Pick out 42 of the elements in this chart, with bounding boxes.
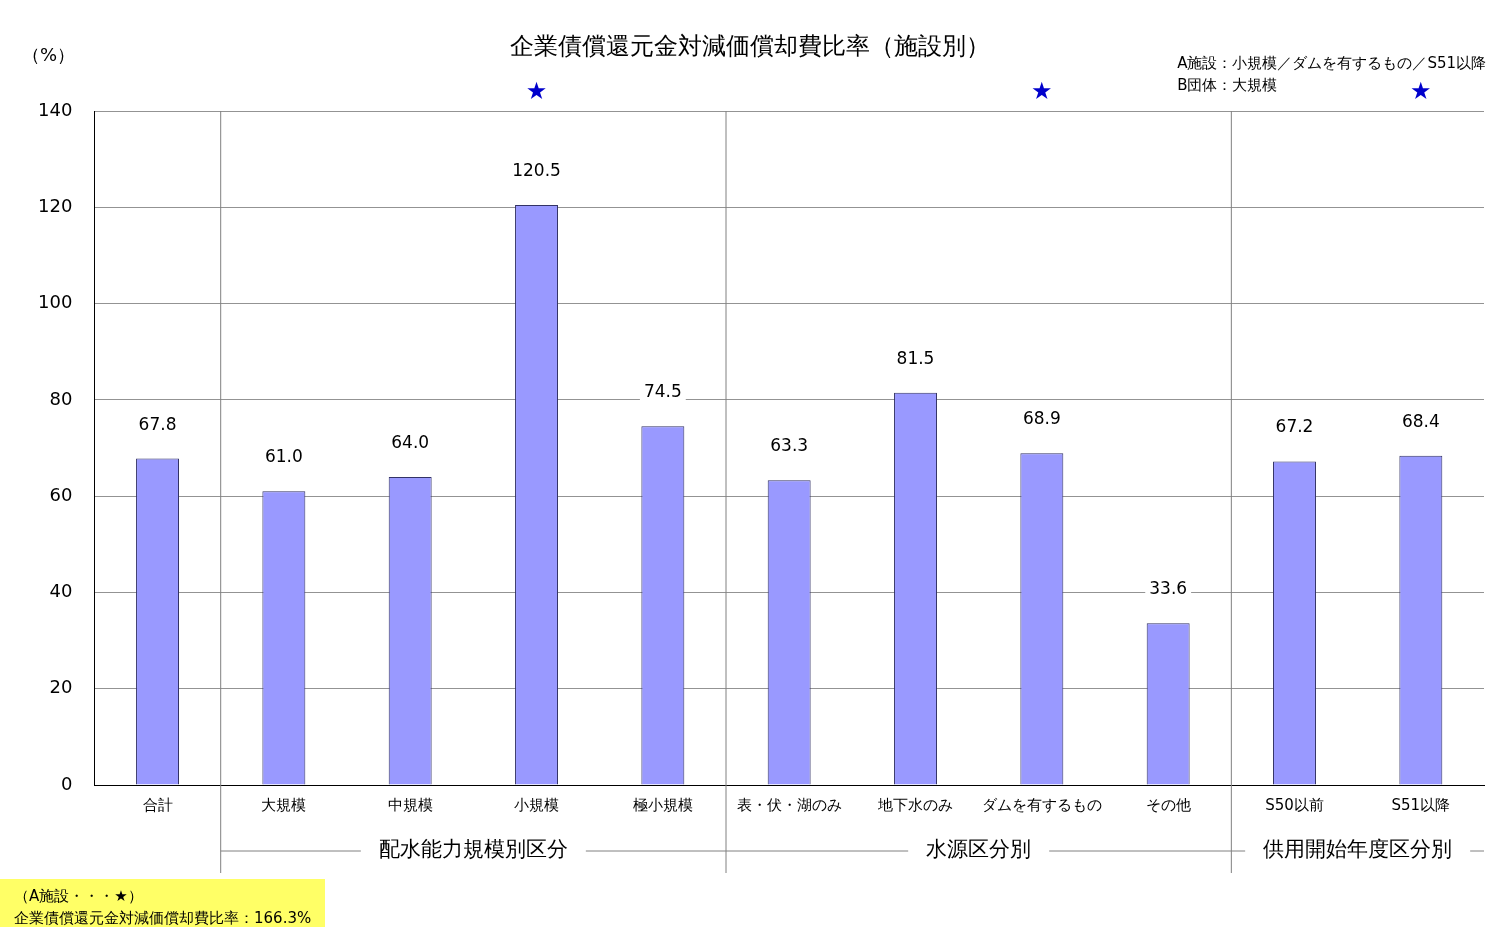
y-tick-label: 120 <box>38 194 73 216</box>
data-label: 63.3 <box>770 435 809 456</box>
text: 配水能力規模別区分 <box>378 837 568 862</box>
data-label: 33.6 <box>1149 578 1188 599</box>
text: A施設：小規模／ダムを有するもの／S51以降 <box>1177 53 1486 74</box>
text: 供用開始年度区分別 <box>1263 837 1453 862</box>
data-label: 67.8 <box>138 413 177 434</box>
text: 水源区分別 <box>926 837 1032 862</box>
text: （A施設・・・★） <box>14 886 144 907</box>
y-tick-label: 100 <box>38 291 73 313</box>
x-tick-label: 表・伏・湖のみ <box>736 795 842 814</box>
data-label: 61.0 <box>264 446 303 467</box>
x-tick-label: 小規模 <box>514 795 560 814</box>
y-axis-title: （%） <box>22 43 76 65</box>
y-tick-label: 80 <box>49 387 73 409</box>
y-tick-label: 60 <box>49 483 73 505</box>
x-tick-label: S50以前 <box>1265 795 1324 814</box>
x-tick-label: S51以降 <box>1391 795 1451 814</box>
data-label: 67.2 <box>1275 416 1314 437</box>
data-label: 68.4 <box>1401 410 1440 431</box>
x-tick-label: 極小規模 <box>632 795 693 814</box>
x-tick-label: ダムを有するもの <box>981 795 1102 814</box>
text: ★ <box>1410 77 1432 106</box>
y-tick-label: 0 <box>60 772 73 794</box>
text: ★ <box>525 77 548 106</box>
x-tick-label: 中規模 <box>387 795 433 814</box>
text: ★ <box>1031 77 1053 106</box>
text: B団体：大規模 <box>1177 76 1278 94</box>
chart-title: 企業債償還元金対減価償却費比率（施設別） <box>510 32 990 60</box>
y-tick-label: 140 <box>38 98 73 120</box>
y-tick-label: 20 <box>49 676 73 698</box>
data-label: 68.9 <box>1022 408 1061 429</box>
text: 企業債償還元金対減価償却費比率：166.3% <box>14 908 312 927</box>
x-tick-label: その他 <box>1145 795 1191 814</box>
data-label: 81.5 <box>896 347 935 368</box>
data-label: 64.0 <box>391 431 430 452</box>
x-tick-label: 大規模 <box>261 795 307 814</box>
y-tick-label: 40 <box>49 580 73 602</box>
data-label: 74.5 <box>643 381 682 402</box>
x-tick-label: 地下水のみ <box>877 795 954 814</box>
x-tick-label: 合計 <box>142 795 173 814</box>
data-label: 120.5 <box>512 159 561 180</box>
